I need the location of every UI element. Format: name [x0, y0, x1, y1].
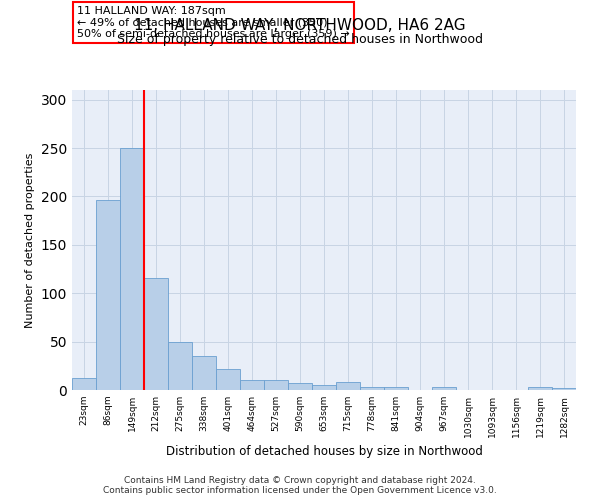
Bar	[240, 380, 264, 390]
Bar	[264, 380, 288, 390]
Bar	[312, 385, 336, 390]
Bar	[216, 368, 240, 390]
Bar	[528, 387, 552, 390]
Bar	[168, 342, 192, 390]
Bar	[144, 278, 168, 390]
Bar	[96, 200, 120, 390]
Text: Contains HM Land Registry data © Crown copyright and database right 2024.
Contai: Contains HM Land Registry data © Crown c…	[103, 476, 497, 495]
Bar	[384, 387, 408, 390]
Bar	[120, 148, 144, 390]
Text: Size of property relative to detached houses in Northwood: Size of property relative to detached ho…	[117, 32, 483, 46]
Bar	[432, 387, 456, 390]
Text: 11, HALLAND WAY, NORTHWOOD, HA6 2AG: 11, HALLAND WAY, NORTHWOOD, HA6 2AG	[134, 18, 466, 32]
Bar	[72, 378, 96, 390]
Y-axis label: Number of detached properties: Number of detached properties	[25, 152, 35, 328]
X-axis label: Distribution of detached houses by size in Northwood: Distribution of detached houses by size …	[166, 446, 482, 458]
Bar	[552, 388, 576, 390]
Bar	[288, 383, 312, 390]
Bar	[192, 356, 216, 390]
Bar	[336, 382, 360, 390]
Text: 11 HALLAND WAY: 187sqm
← 49% of detached houses are smaller (350)
50% of semi-de: 11 HALLAND WAY: 187sqm ← 49% of detached…	[77, 6, 350, 39]
Bar	[360, 387, 384, 390]
